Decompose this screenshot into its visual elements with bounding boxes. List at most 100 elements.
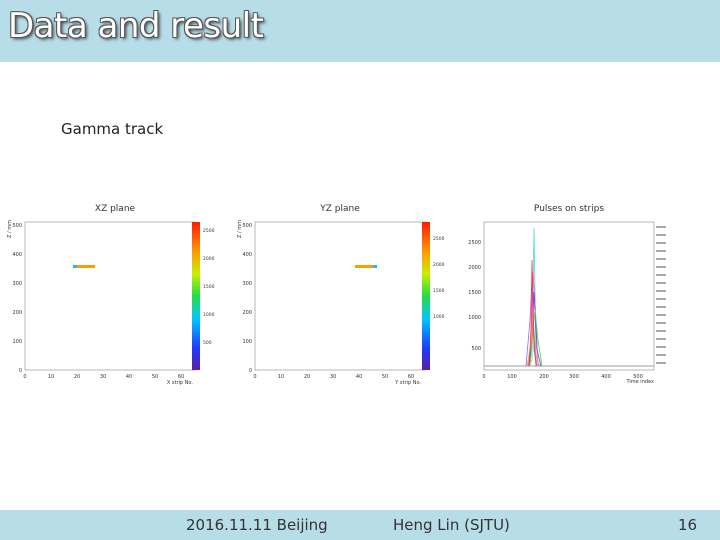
legend-item	[656, 226, 666, 228]
yz-cbar-label: 1000	[433, 314, 445, 320]
pulses-xtick-label: 300	[569, 374, 579, 380]
yz-xtick-label: 40	[356, 374, 362, 380]
pulses-ytick-label: 1500	[468, 290, 481, 296]
xz-cbar-label: 2500	[203, 228, 215, 234]
legend-item	[656, 306, 666, 308]
yz-xtick-label: 10	[278, 374, 284, 380]
xz-xtick-label: 60	[178, 374, 184, 380]
legend-item	[656, 362, 666, 364]
yz-cbar-label: 2500	[433, 236, 445, 242]
footer-date-place: 2016.11.11 Beijing	[186, 516, 328, 534]
yz-y-ticks: 0 100 200 300 400 500	[242, 223, 252, 374]
xz-x-ticks: 0 10 20 30 40 50 60	[23, 374, 184, 380]
yz-ytick-label: 500	[242, 223, 252, 229]
yz-xlabel: Y strip No.	[394, 380, 421, 386]
legend-item	[656, 274, 666, 276]
xz-ytick-label: 400	[12, 252, 22, 258]
legend-item	[656, 298, 666, 300]
pulses-plot: Pulses on strips 500 1000 1500 2000 2500…	[462, 200, 672, 394]
legend-item	[656, 314, 666, 316]
xz-xtick-label: 10	[48, 374, 54, 380]
xz-plot-title: XZ plane	[95, 204, 136, 214]
xz-ytick-label: 0	[19, 368, 22, 374]
yz-ytick-label: 300	[242, 281, 252, 287]
pulses-xtick-label: 200	[539, 374, 549, 380]
pulses-xtick-label: 0	[482, 374, 485, 380]
xz-xtick-label: 20	[74, 374, 80, 380]
pulses-x-ticks: 0 100 200 300 400 500	[482, 374, 642, 380]
yz-ytick-label: 200	[242, 310, 252, 316]
pulses-legend	[656, 226, 666, 364]
yz-xtick-label: 60	[408, 374, 414, 380]
xz-xtick-label: 30	[100, 374, 106, 380]
pulses-ytick-label: 500	[471, 346, 481, 352]
yz-cbar-label: 2000	[433, 262, 445, 268]
footer-page-number: 16	[678, 516, 698, 534]
yz-colorbar	[422, 222, 430, 370]
pulses-xtick-label: 100	[507, 374, 517, 380]
xz-ytick-label: 500	[12, 223, 22, 229]
xz-colorbar-ticks: 500 1000 1500 2000 2500	[203, 228, 215, 346]
yz-colorbar-ticks: 1000 1500 2000 2500	[433, 236, 445, 320]
xz-cbar-label: 1000	[203, 312, 215, 318]
xz-track-edge	[73, 265, 77, 268]
yz-cbar-label: 1500	[433, 288, 445, 294]
xz-cbar-label: 2000	[203, 256, 215, 262]
xz-ytick-label: 200	[12, 310, 22, 316]
yz-plane-plot: YZ plane Z / mm 0 100 200 300 400 500 0 …	[235, 200, 455, 394]
pulses-ytick-label: 1000	[468, 315, 481, 321]
xz-xtick-label: 50	[152, 374, 158, 380]
yz-ytick-label: 100	[242, 339, 252, 345]
yz-xtick-label: 50	[382, 374, 388, 380]
yz-ytick-label: 400	[242, 252, 252, 258]
pulse-trace	[528, 291, 542, 367]
footer-bar: 2016.11.11 Beijing Heng Lin (SJTU) 16	[0, 510, 720, 540]
yz-track-edge	[373, 265, 377, 268]
footer-author: Heng Lin (SJTU)	[393, 516, 510, 534]
xz-ylabel: Z / mm	[7, 220, 13, 238]
xz-xtick-label: 40	[126, 374, 132, 380]
pulses-plot-title: Pulses on strips	[534, 204, 604, 214]
legend-item	[656, 250, 666, 252]
legend-item	[656, 354, 666, 356]
title-bar: Data and result	[0, 0, 720, 62]
legend-item	[656, 290, 666, 292]
xz-xlabel: X strip No.	[167, 380, 193, 386]
legend-item	[656, 242, 666, 244]
yz-frame	[254, 221, 426, 371]
legend-item	[656, 234, 666, 236]
yz-track	[355, 265, 377, 268]
yz-xtick-label: 30	[330, 374, 336, 380]
yz-xtick-label: 0	[253, 374, 256, 380]
legend-item	[656, 282, 666, 284]
xz-ytick-label: 300	[12, 281, 22, 287]
legend-item	[656, 258, 666, 260]
pulses-xtick-label: 400	[601, 374, 611, 380]
xz-ytick-label: 100	[12, 339, 22, 345]
legend-item	[656, 338, 666, 340]
legend-item	[656, 266, 666, 268]
slide-title: Data and result	[8, 6, 264, 46]
yz-ytick-label: 0	[249, 368, 252, 374]
pulses-spikes	[525, 227, 543, 367]
xz-y-ticks: 0 100 200 300 400 500	[12, 223, 22, 374]
legend-item	[656, 322, 666, 324]
xz-xtick-label: 0	[23, 374, 26, 380]
pulse-trace	[528, 259, 537, 367]
yz-ylabel: Z / mm	[237, 220, 243, 238]
xz-colorbar	[192, 222, 200, 370]
xz-plane-plot: XZ plane Z / mm 0 100 200 300 400 500 0 …	[5, 200, 225, 394]
legend-item	[656, 330, 666, 332]
legend-item	[656, 346, 666, 348]
yz-plot-title: YZ plane	[319, 204, 360, 214]
pulses-xlabel: Time index	[625, 379, 654, 385]
xz-frame	[24, 221, 196, 371]
xz-cbar-label: 500	[203, 340, 212, 346]
pulse-trace	[529, 309, 543, 367]
slide-subtitle: Gamma track	[61, 120, 164, 138]
yz-xtick-label: 20	[304, 374, 310, 380]
pulses-y-ticks: 500 1000 1500 2000 2500	[468, 240, 481, 352]
xz-track	[73, 265, 95, 268]
pulses-ytick-label: 2500	[468, 240, 481, 246]
xz-cbar-label: 1500	[203, 284, 215, 290]
